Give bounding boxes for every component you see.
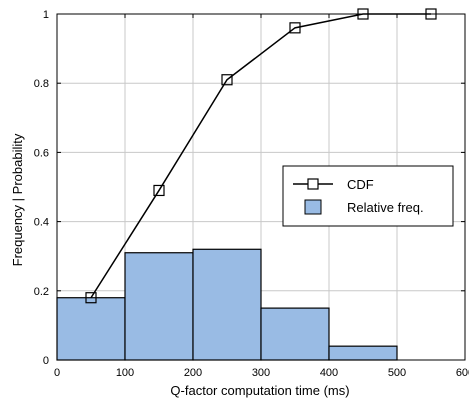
y-tick-label: 0.6 — [34, 147, 49, 159]
cdf-point — [289, 22, 301, 34]
legend-freq-swatch — [304, 199, 322, 215]
y-axis-title: Frequency | Probability — [10, 133, 25, 266]
x-tick-label: 100 — [116, 367, 134, 379]
y-tick-label: 0.8 — [34, 78, 49, 90]
x-axis-ticks: 0 100 200 300 400 500 600 — [54, 14, 469, 379]
legend-cdf-label: CDF — [347, 177, 374, 192]
y-axis-ticks: 0 0.2 0.4 0.6 0.8 1 — [34, 9, 465, 367]
histogram-bar — [328, 345, 398, 361]
histogram-bars — [56, 248, 398, 361]
x-tick-label: 300 — [252, 367, 270, 379]
cdf-point — [85, 292, 97, 304]
histogram-bar — [124, 252, 194, 361]
x-axis-title: Q-factor computation time (ms) — [170, 383, 349, 398]
legend: CDF Relative freq. — [282, 165, 454, 227]
x-tick-label: 200 — [184, 367, 202, 379]
cdf-point — [221, 74, 233, 86]
legend-freq-label: Relative freq. — [347, 200, 424, 215]
x-tick-label: 400 — [320, 367, 338, 379]
histogram-bar — [260, 307, 330, 361]
y-tick-label: 0 — [43, 355, 49, 367]
x-tick-label: 600 — [456, 367, 469, 379]
cdf-point — [153, 184, 165, 197]
legend-box — [282, 165, 454, 227]
x-tick-label: 500 — [388, 367, 406, 379]
y-tick-label: 0.4 — [34, 217, 49, 229]
histogram-bar — [192, 248, 262, 361]
y-tick-label: 0.2 — [34, 286, 49, 298]
histogram-bar — [56, 297, 126, 361]
legend-cdf-marker — [307, 178, 319, 190]
y-tick-label: 1 — [43, 9, 49, 21]
x-tick-label: 0 — [54, 367, 60, 379]
